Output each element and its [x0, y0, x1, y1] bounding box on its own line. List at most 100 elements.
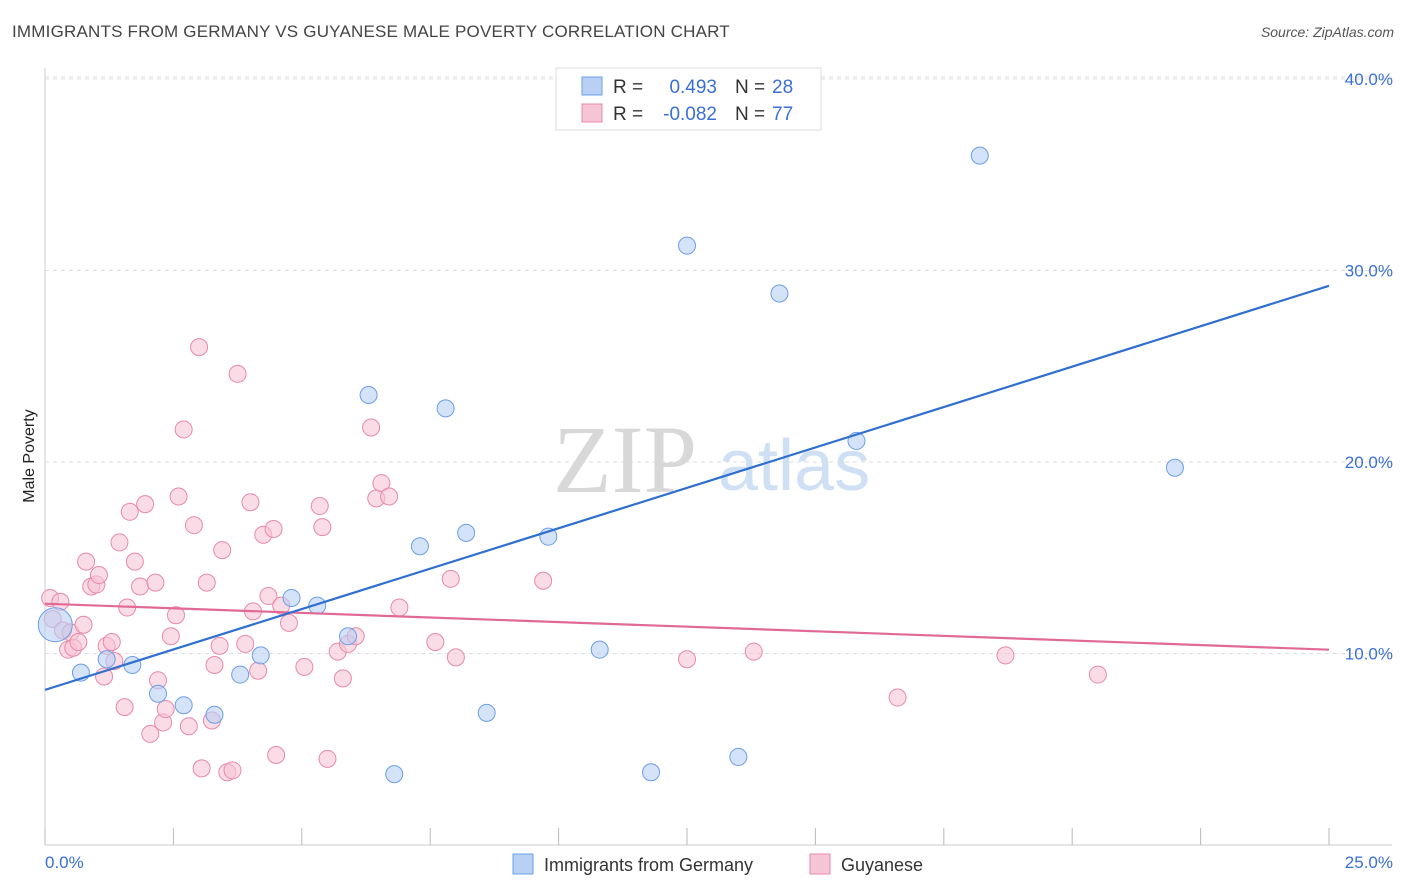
- point-guyanese: [179, 717, 198, 736]
- data-points: [37, 85, 1184, 784]
- point-guyanese: [333, 669, 352, 688]
- bottom-legend: Immigrants from Germany Guyanese: [512, 853, 923, 875]
- point-guyanese: [69, 633, 88, 652]
- point-guyanese: [190, 338, 209, 357]
- legend-r-value-1: 0.493: [669, 77, 717, 98]
- point-guyanese: [228, 364, 247, 383]
- point-germany: [205, 705, 224, 724]
- point-guyanese: [74, 615, 93, 634]
- point-guyanese: [161, 627, 180, 646]
- point-guyanese: [236, 634, 255, 653]
- point-germany: [590, 640, 609, 659]
- point-guyanese: [426, 633, 445, 652]
- point-germany: [282, 588, 301, 607]
- point-germany: [231, 665, 250, 684]
- point-germany: [359, 385, 378, 404]
- point-germany: [477, 703, 496, 722]
- y-tick-labels: 10.0% 20.0% 30.0% 40.0%: [1345, 70, 1393, 664]
- point-germany: [457, 523, 476, 542]
- chart-title: IMMIGRANTS FROM GERMANY VS GUYANESE MALE…: [12, 22, 730, 41]
- point-guyanese: [279, 613, 298, 632]
- point-guyanese: [184, 516, 203, 535]
- point-guyanese: [120, 502, 139, 521]
- point-germany: [385, 765, 404, 784]
- legend-r-value-2: -0.082: [663, 104, 717, 125]
- point-guyanese: [318, 749, 337, 768]
- bottom-legend-swatch-guyanese: [809, 853, 831, 875]
- point-germany: [251, 646, 270, 665]
- point-guyanese: [110, 533, 129, 552]
- point-guyanese: [131, 577, 150, 596]
- point-guyanese: [169, 487, 188, 506]
- x-ticks: [44, 828, 1330, 845]
- legend-swatch-germany: [581, 76, 603, 96]
- point-guyanese: [996, 646, 1015, 665]
- point-guyanese: [1088, 665, 1107, 684]
- legend-r-label-2: R =: [613, 104, 643, 125]
- point-guyanese: [136, 495, 155, 514]
- point-germany: [410, 537, 429, 556]
- point-guyanese: [192, 759, 211, 778]
- trend-line-germany: [44, 284, 1330, 691]
- y-axis-label: Male Poverty: [21, 409, 38, 502]
- legend-n-value-1: 28: [772, 77, 793, 98]
- point-guyanese: [241, 493, 260, 512]
- point-germany: [97, 650, 116, 669]
- point-guyanese: [259, 587, 278, 606]
- point-guyanese: [141, 724, 160, 743]
- point-germany: [642, 763, 661, 782]
- source-label: Source: ZipAtlas.com: [1260, 24, 1394, 40]
- bottom-legend-swatch-germany: [512, 853, 534, 875]
- legend-r-label-1: R =: [613, 77, 643, 98]
- point-germany: [339, 627, 358, 646]
- point-germany: [678, 236, 696, 255]
- point-guyanese: [146, 573, 165, 592]
- point-germany: [729, 747, 748, 766]
- point-guyanese: [446, 648, 465, 667]
- legend-n-value-2: 77: [772, 104, 793, 125]
- point-guyanese: [249, 661, 268, 680]
- point-guyanese: [310, 497, 329, 516]
- point-germany: [148, 684, 167, 703]
- point-guyanese: [205, 655, 224, 674]
- point-guyanese: [534, 571, 553, 590]
- point-guyanese: [197, 573, 216, 592]
- legend-swatch-guyanese: [581, 103, 603, 123]
- x-tick-label-min: 0.0%: [45, 853, 84, 872]
- point-guyanese: [166, 606, 185, 625]
- bottom-legend-label-guyanese: Guyanese: [841, 855, 923, 875]
- point-guyanese: [89, 565, 108, 584]
- point-guyanese: [125, 552, 144, 571]
- point-guyanese: [174, 420, 193, 439]
- point-guyanese: [678, 650, 696, 669]
- point-guyanese: [223, 761, 242, 780]
- legend-n-label-1: N =: [735, 77, 765, 98]
- bottom-legend-label-germany: Immigrants from Germany: [544, 855, 753, 875]
- point-germany: [436, 399, 455, 418]
- legend-box: R = 0.493 N = 28 R = -0.082 N = 77: [555, 67, 822, 131]
- point-guyanese: [362, 418, 381, 437]
- point-germany: [1165, 458, 1184, 477]
- point-guyanese: [744, 642, 763, 661]
- point-guyanese: [313, 518, 332, 537]
- x-tick-label-max: 25.0%: [1345, 853, 1393, 872]
- y-tick-label: 40.0%: [1345, 70, 1393, 89]
- point-guyanese: [210, 636, 229, 655]
- y-tick-label: 10.0%: [1345, 645, 1393, 664]
- point-guyanese: [441, 569, 460, 588]
- gridlines: [45, 76, 1392, 654]
- point-guyanese: [267, 745, 286, 764]
- y-tick-label: 30.0%: [1345, 262, 1393, 281]
- point-guyanese: [264, 520, 283, 539]
- trend-lines: [44, 284, 1330, 691]
- point-germany: [770, 284, 789, 303]
- y-tick-label: 20.0%: [1345, 453, 1393, 472]
- point-germany: [37, 607, 73, 643]
- point-guyanese: [390, 598, 409, 617]
- point-guyanese: [295, 657, 314, 676]
- point-guyanese: [888, 688, 907, 707]
- point-guyanese: [115, 698, 134, 717]
- watermark-zip: ZIP: [553, 406, 697, 513]
- point-germany: [970, 146, 989, 165]
